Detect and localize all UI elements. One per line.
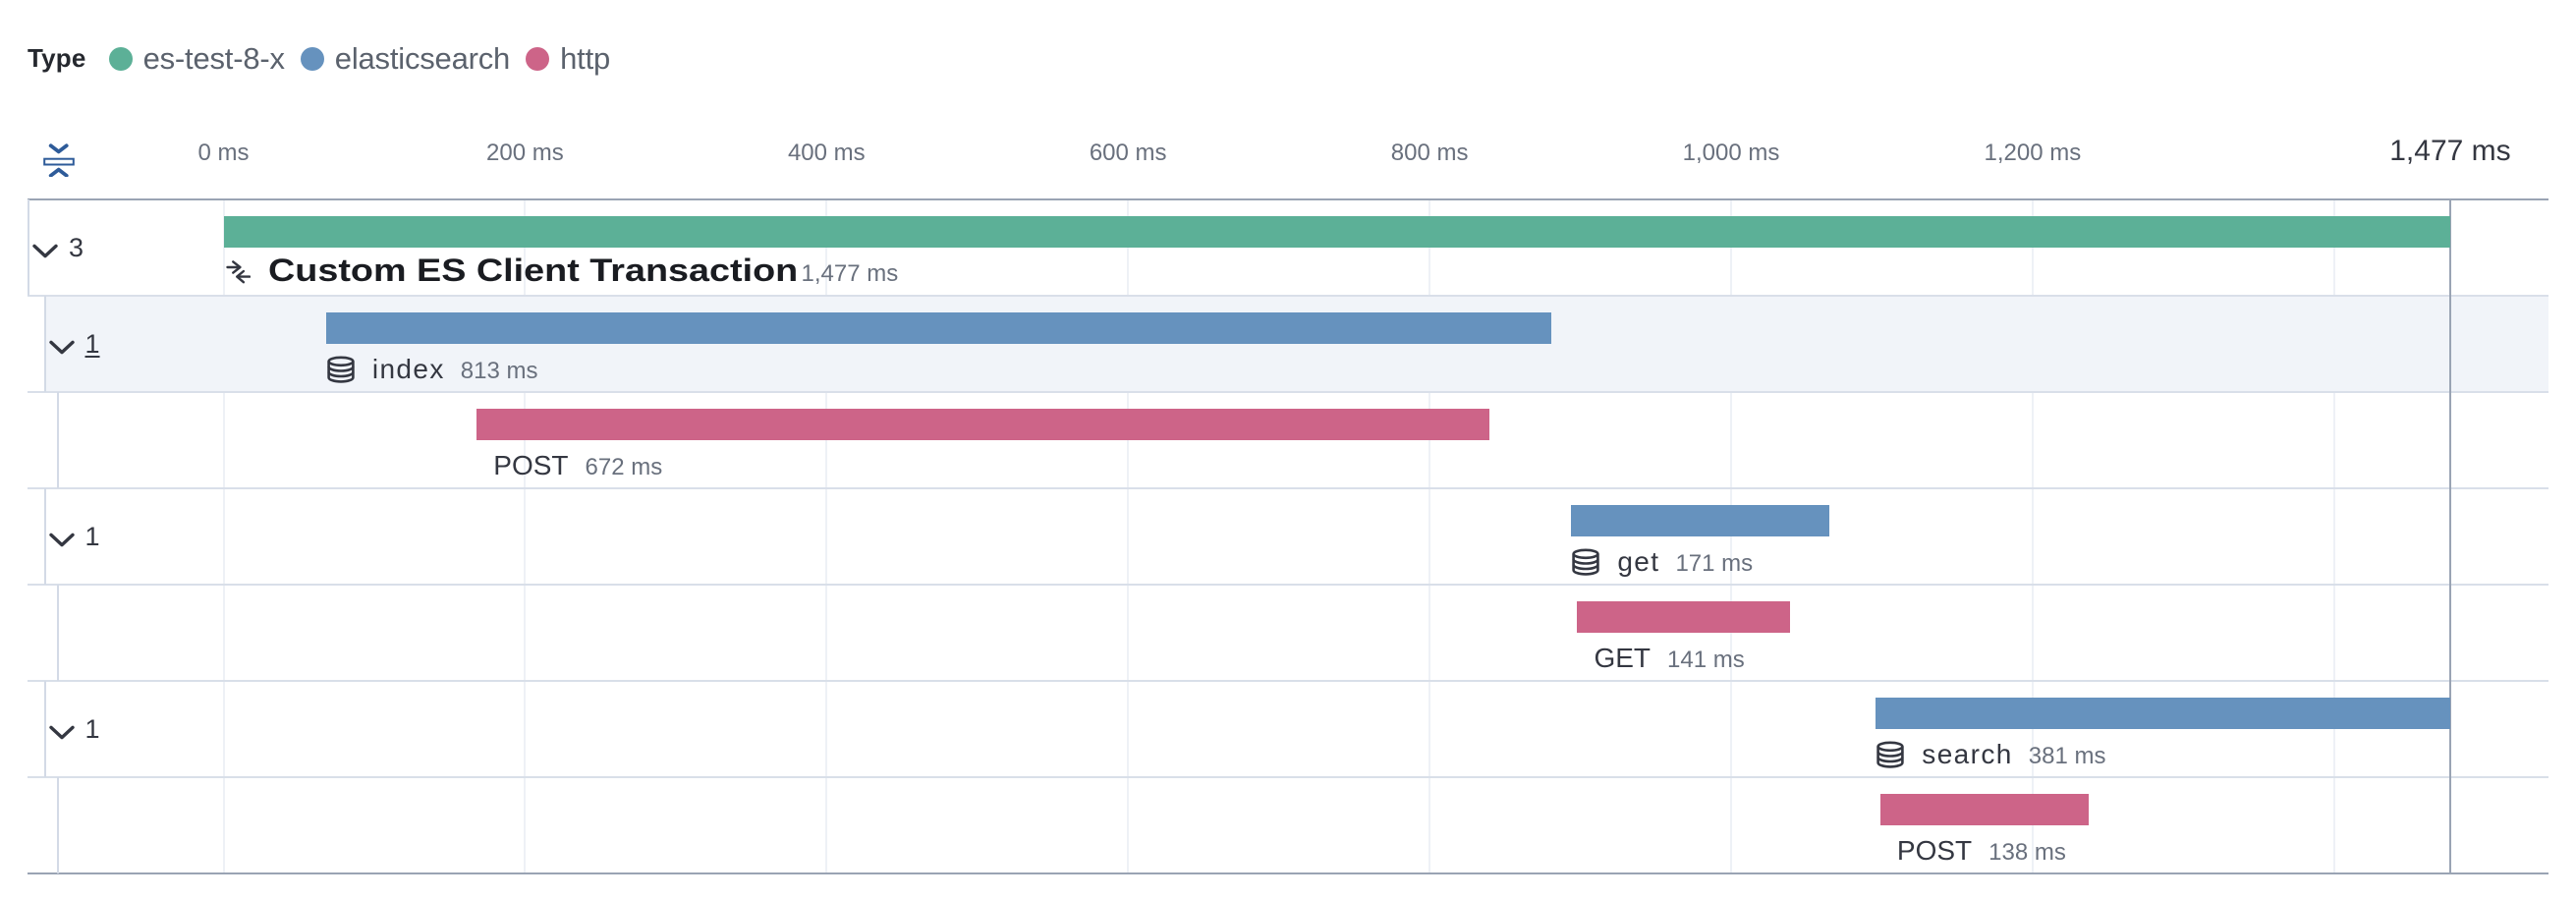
item-duration: 813 ms (460, 358, 538, 384)
legend-dot-icon (108, 46, 133, 71)
type-legend: Type es-test-8-x elasticsearch http (28, 41, 626, 76)
span-bar-index[interactable] (325, 312, 1552, 344)
span-name: POST (493, 450, 569, 480)
axis-tick-label: 1,000 ms (1682, 140, 1780, 166)
span-bar-post[interactable] (476, 409, 1490, 440)
waterfall-bottom-border (28, 872, 2548, 874)
span-name: get (1617, 546, 1660, 577)
legend-item-es-test-8-x[interactable]: es-test-8-x (108, 40, 285, 77)
chevron-down-icon (48, 340, 75, 355)
legend-item-label: es-test-8-x (142, 40, 285, 76)
item-duration: 171 ms (1675, 550, 1754, 577)
item-duration: 1,477 ms (801, 260, 899, 287)
accordion-toggle[interactable]: 1 (44, 296, 115, 392)
span-bar-post[interactable] (1879, 794, 2089, 825)
row-separator (28, 776, 2548, 778)
axis-tick-label: 800 ms (1390, 140, 1469, 166)
accordion-toggle[interactable]: 1 (44, 488, 115, 585)
legend-dot-icon (526, 46, 550, 71)
axis-tick-label: 400 ms (787, 140, 866, 166)
row-separator (28, 487, 2548, 489)
child-count: 1 (84, 522, 100, 551)
item-duration: 381 ms (2028, 743, 2106, 769)
chevron-down-icon (48, 533, 75, 547)
legend-item-label: elasticsearch (334, 40, 511, 76)
accordion-left-border (57, 777, 59, 873)
axis-gridline (1730, 200, 1732, 873)
row-separator (28, 391, 2548, 393)
transaction-label[interactable]: Custom ES Client Transaction 1,477 ms (268, 254, 899, 286)
span-name: search (1922, 739, 2013, 769)
span-name: GET (1594, 643, 1652, 673)
axis-gridline (2031, 200, 2034, 873)
axis-tick-label: 0 ms (197, 140, 250, 166)
axis-gridline (222, 200, 225, 873)
child-count: 3 (69, 233, 84, 262)
item-duration: 141 ms (1667, 647, 1745, 673)
waterfall-top-border (28, 198, 2548, 200)
legend-dot-icon (300, 46, 324, 71)
span-label-post[interactable]: POST 138 ms (1897, 837, 2066, 865)
row-separator (28, 680, 2548, 682)
span-label-post[interactable]: POST 672 ms (493, 452, 662, 479)
axis-tick-label: 200 ms (486, 140, 564, 166)
child-count: 1 (84, 329, 100, 359)
accordion-toggle[interactable]: 3 (28, 199, 98, 296)
axis-gridline (1428, 200, 1431, 873)
accordion-left-border (43, 681, 46, 777)
span-bar-get[interactable] (1577, 601, 1790, 633)
accordion-toggle[interactable]: 1 (44, 681, 115, 777)
accordion-left-border (57, 585, 59, 681)
fold-timeline-icon[interactable] (43, 140, 75, 177)
accordion-left-border (57, 392, 59, 488)
accordion-left-border (28, 199, 29, 296)
child-count: 1 (84, 714, 100, 744)
legend-item-http[interactable]: http (526, 41, 610, 77)
span-label-get[interactable]: get 171 ms (1617, 548, 1753, 576)
axis-tick-label: 600 ms (1089, 140, 1167, 166)
axis-tick-label: 1,200 ms (1984, 140, 2082, 166)
span-name: POST (1896, 835, 1973, 866)
transaction-icon (225, 260, 251, 284)
database-icon (1572, 548, 1600, 576)
trace-end-line (2448, 198, 2451, 873)
accordion-left-border (43, 488, 46, 585)
database-icon (327, 356, 355, 383)
trace-total-duration: 1,477 ms (2389, 135, 2511, 167)
row-separator (28, 295, 2548, 297)
span-name: index (371, 354, 445, 384)
span-label-get[interactable]: GET 141 ms (1594, 645, 1744, 672)
database-icon (1876, 741, 1904, 768)
axis-gridline (2332, 200, 2335, 873)
axis-gridline (524, 200, 527, 873)
axis-gridline (825, 200, 828, 873)
chevron-down-icon (48, 725, 75, 740)
legend-item-elasticsearch[interactable]: elasticsearch (300, 40, 511, 77)
row-separator (28, 584, 2548, 586)
legend-item-label: http (560, 40, 611, 76)
item-duration: 138 ms (1988, 839, 2066, 866)
span-bar-search[interactable] (1876, 698, 2450, 729)
span-bar-get[interactable] (1571, 505, 1829, 536)
legend-title: Type (28, 43, 86, 73)
axis-gridline (1127, 200, 1130, 873)
chevron-down-icon (32, 244, 58, 258)
span-label-search[interactable]: search 381 ms (1922, 741, 2105, 768)
item-duration: 672 ms (585, 454, 663, 480)
selected-row-highlight (43, 296, 2548, 392)
accordion-left-border (43, 296, 46, 392)
transaction-name: Custom ES Client Transaction (267, 253, 798, 288)
transaction-bar[interactable] (223, 216, 2450, 248)
span-label-index[interactable]: index 813 ms (372, 356, 538, 383)
